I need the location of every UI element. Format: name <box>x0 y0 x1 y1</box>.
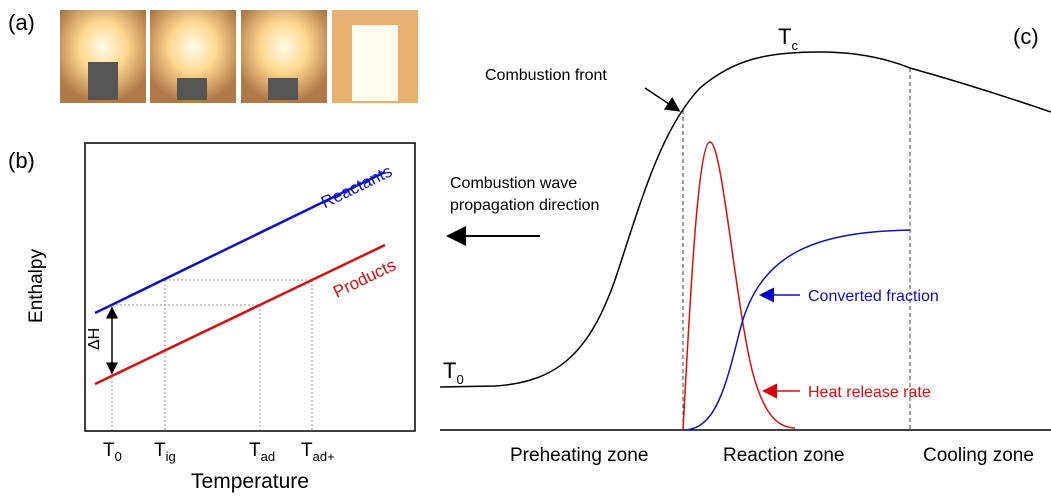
photos <box>60 10 418 103</box>
tick-label: T0 <box>103 440 122 464</box>
direction-label: Combustion wave <box>450 175 577 192</box>
start-label: T0 <box>443 358 464 387</box>
guide-lines <box>112 280 312 430</box>
direction-label: propagation direction <box>450 197 599 214</box>
delta-label: ΔH <box>86 328 103 350</box>
line-label: Products <box>330 255 399 301</box>
figure: (a) (b) Reactants Products ΔH Enthalpy T… <box>0 0 1051 497</box>
heat-label: Heat release rate <box>808 384 931 401</box>
heat-release-curve <box>683 142 795 430</box>
line-label: Reactants <box>318 162 395 213</box>
peak-label: Tc <box>778 24 798 53</box>
zone-label: Preheating zone <box>510 445 648 466</box>
zone-label: Reaction zone <box>723 445 844 466</box>
panel-label: (a) <box>8 10 35 35</box>
x-axis-label: Temperature <box>191 470 309 493</box>
y-axis-label: Enthalpy <box>26 249 47 323</box>
zone-dividers <box>683 68 910 430</box>
converted-label: Converted fraction <box>808 288 939 305</box>
front-label: Combustion front <box>485 67 607 84</box>
tick-label: Tad+ <box>301 440 335 464</box>
zone-label: Cooling zone <box>923 445 1034 466</box>
panel-label: (b) <box>8 148 35 173</box>
front-arrow <box>645 88 678 110</box>
tick-label: Tad <box>249 440 275 464</box>
panel-label: (c) <box>1013 24 1039 49</box>
products-line <box>95 245 385 384</box>
x-ticks: T0 Tig Tad Tad+ <box>103 440 335 464</box>
tick-label: Tig <box>154 440 176 464</box>
